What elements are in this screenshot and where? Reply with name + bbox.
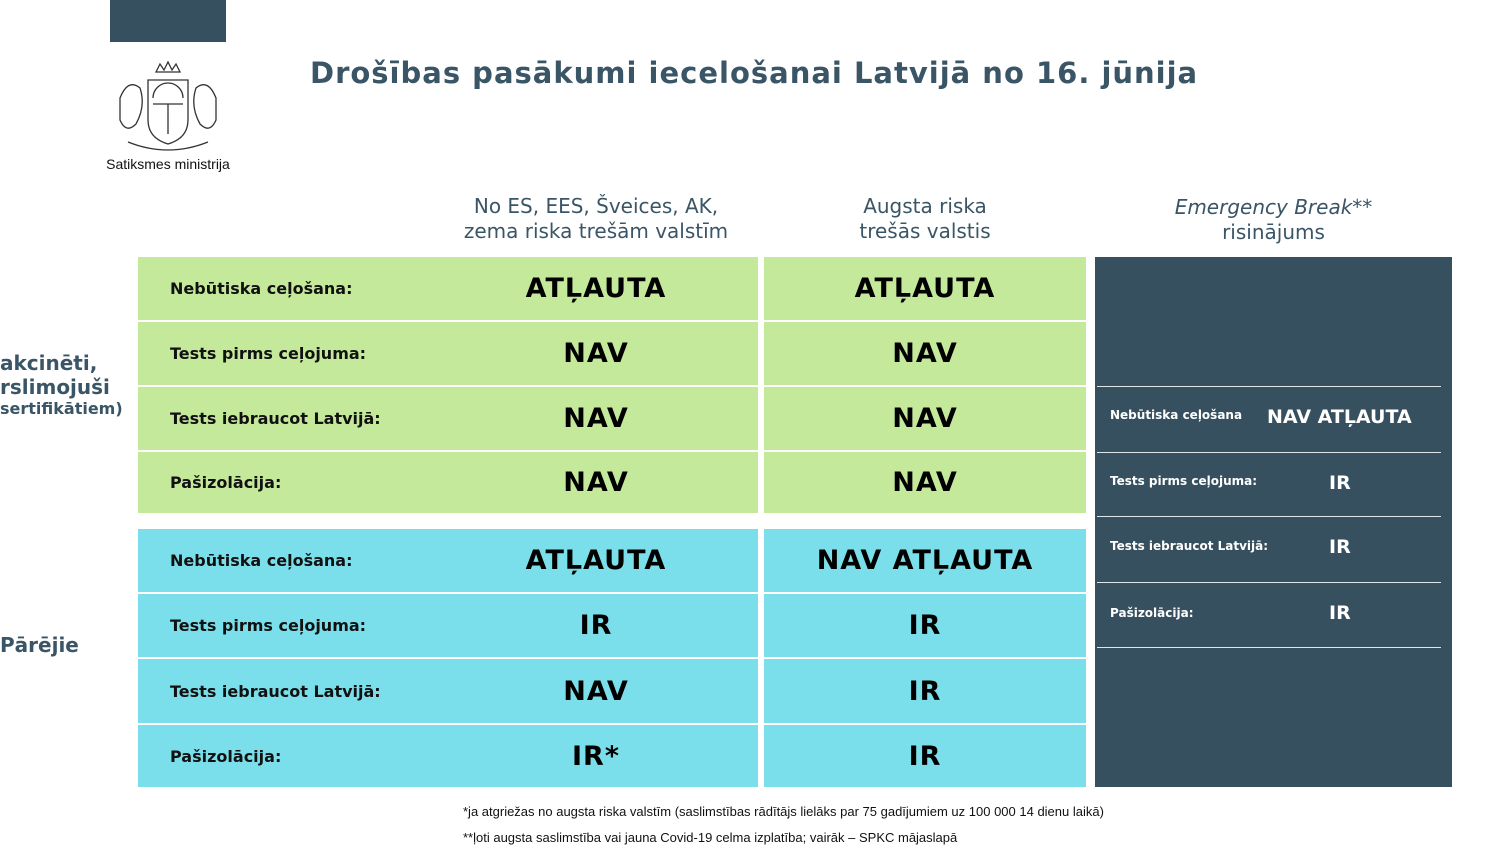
table-cell: NAV [434,452,758,513]
table-cell: IR [434,594,758,657]
emergency-value: NAV ATĻAUTA [1267,406,1412,428]
row-label: Tests iebraucot Latvijā: [138,659,464,723]
emergency-label: Nebūtiska ceļošana [1110,408,1243,422]
group-label-line: akcinēti, [0,351,98,375]
table-cell: IR [764,725,1086,787]
table-cell: NAV [434,387,758,450]
table-cell: IR [764,659,1086,723]
table-cell: NAV [764,322,1086,385]
group-label-line: rslimojuši [0,375,110,399]
row-label: Tests pirms ceļojuma: [138,322,464,385]
column-header-line: No ES, EES, Šveices, AK, [473,194,719,218]
coat-of-arms-logo [119,60,217,151]
table-cell: NAV [434,659,758,723]
emergency-label: Tests iebraucot Latvijā: [1110,539,1269,553]
divider [1097,452,1441,453]
divider [1097,516,1441,517]
column-header-line: risinājums [1222,220,1325,244]
row-label: Tests pirms ceļojuma: [138,594,464,657]
emergency-value: IR [1329,536,1351,558]
row-label: Pašizolācija: [138,725,464,787]
table-cell: NAV ATĻAUTA [764,529,1086,592]
column-header-emergency: Emergency Break** risinājums [1095,195,1452,245]
row-label: Tests iebraucot Latvijā: [138,387,464,450]
column-header-line: Emergency Break** [1174,195,1373,219]
column-header-high-risk: Augsta riska trešās valstis [764,194,1086,244]
row-label: Nebūtiska ceļošana: [138,529,464,592]
table-cell: ATĻAUTA [764,257,1086,320]
footnote: **ļoti augsta saslimstība vai jauna Covi… [463,830,958,845]
table-cell: ATĻAUTA [434,257,758,320]
table-cell: ATĻAUTA [434,529,758,592]
page-title: Drošības pasākumi iecelošanai Latvijā no… [310,56,1199,90]
column-header-line: zema riska trešām valstīm [463,219,729,243]
table-cell: IR [764,594,1086,657]
group-label-others: Pārējie [0,633,79,657]
ministry-name: Satiksmes ministrija [106,156,230,172]
emergency-break-panel: Nebūtiska ceļošana NAV ATĻAUTA Tests pir… [1095,257,1452,787]
column-header-line: Augsta riska [863,194,987,218]
table-cell: NAV [764,387,1086,450]
divider [1097,386,1441,387]
table-cell: NAV [764,452,1086,513]
group-label-vaccinated: akcinēti, rslimojuši sertifikātiem) [0,351,123,419]
emergency-value: IR [1329,602,1351,624]
row-label: Pašizolācija: [138,452,464,513]
footnote: *ja atgriežas no augsta riska valstīm (s… [463,804,1104,819]
column-header-line: trešās valstis [859,219,991,243]
row-label: Nebūtiska ceļošana: [138,257,464,320]
emergency-label: Tests pirms ceļojuma: [1110,474,1258,488]
table-cell: IR* [434,725,758,787]
group-label-line: sertifikātiem) [0,399,123,418]
table-cell: NAV [434,322,758,385]
column-header-eu: No ES, EES, Šveices, AK, zema riska treš… [434,194,758,244]
divider [1097,582,1441,583]
emergency-label: Pašizolācija: [1110,606,1194,620]
divider [1097,647,1441,648]
header-bar [110,0,226,42]
emergency-value: IR [1329,472,1351,494]
